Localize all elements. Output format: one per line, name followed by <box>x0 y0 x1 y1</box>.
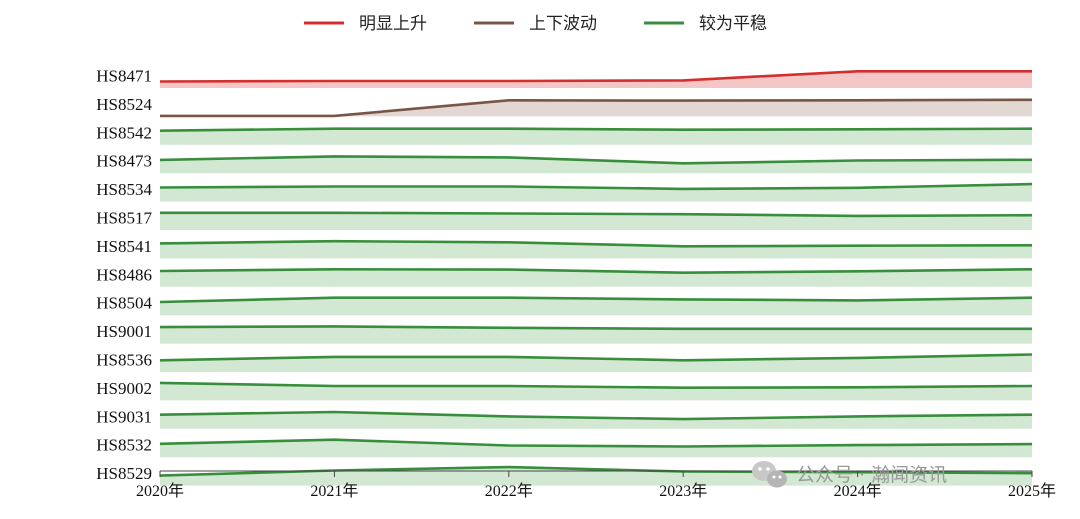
series-hs9002: HS9002 <box>96 379 1033 401</box>
area-hs9031 <box>160 412 1032 429</box>
x-tick-label-3: 2022年 <box>485 482 533 500</box>
line-hs8473 <box>159 155 1033 165</box>
watermark-text: 公众号 · 瀚闻资讯 <box>796 464 947 486</box>
row-label-hs8541: HS8541 <box>96 237 152 256</box>
series-hs8532: HS8532 <box>96 436 1033 458</box>
line-hs8541 <box>159 239 1033 248</box>
row-label-hs8504: HS8504 <box>96 294 152 313</box>
series-hs9001: HS9001 <box>96 322 1033 344</box>
line-hs8471 <box>159 70 1032 83</box>
legend-item-3: 较为平稳 <box>644 14 767 34</box>
legend-label: 上下波动 <box>529 14 597 34</box>
row-label-hs8534: HS8534 <box>96 180 152 199</box>
legend-item-2: 上下波动 <box>474 14 597 34</box>
row-label-hs9001: HS9001 <box>96 322 152 341</box>
area-hs8486 <box>160 269 1032 287</box>
area-hs8473 <box>160 156 1032 173</box>
line-hs8536 <box>159 353 1033 362</box>
row-label-hs8471: HS8471 <box>96 67 152 86</box>
line-hs8524 <box>160 98 1033 118</box>
area-hs8529 <box>160 467 1032 486</box>
series-hs9031: HS9031 <box>96 407 1033 429</box>
series-hs8471: HS8471 <box>96 67 1033 88</box>
line-hs8486 <box>159 267 1033 275</box>
row-label-hs8542: HS8542 <box>96 123 152 142</box>
row-label-hs9031: HS9031 <box>96 407 152 426</box>
x-tick-label-2: 2021年 <box>310 482 358 500</box>
series-hs8486: HS8486 <box>96 265 1033 287</box>
area-hs8532 <box>160 439 1032 457</box>
x-tick-label-5: 2024年 <box>834 482 882 500</box>
row-label-hs8517: HS8517 <box>96 209 152 228</box>
x-tick-label-4: 2023年 <box>659 482 707 500</box>
area-hs8471 <box>160 71 1032 88</box>
line-hs8517 <box>160 211 1033 218</box>
plot-area: HS8471 HS8524 HS8542 HS8473 HS8534 HS8517 HS85… <box>96 67 1033 486</box>
series-hs8536: HS8536 <box>96 351 1033 372</box>
x-tick-label-1: 2020年 <box>136 482 184 500</box>
x-axis: 2020年 2021年 2022年 2023年 2024年 2025年 <box>136 470 1056 500</box>
row-label-hs8486: HS8486 <box>96 265 152 284</box>
series-hs8534: HS8534 <box>96 180 1033 202</box>
line-hs8534 <box>159 182 1033 191</box>
series-hs8473: HS8473 <box>96 152 1033 174</box>
area-hs8541 <box>160 241 1032 258</box>
series-hs8504: HS8504 <box>96 294 1033 316</box>
area-hs8517 <box>160 212 1032 230</box>
area-hs8504 <box>160 297 1032 315</box>
series-hs8517: HS8517 <box>96 209 1033 230</box>
series-hs8542: HS8542 <box>96 123 1033 145</box>
legend: 明显上升 上下波动 较为平稳 <box>304 14 767 34</box>
watermark: 公众号 · 瀚闻资讯 <box>752 461 947 488</box>
line-hs8504 <box>159 296 1033 304</box>
legend-label: 明显上升 <box>359 14 427 34</box>
row-label-hs8536: HS8536 <box>96 351 152 370</box>
wechat-icon <box>752 461 787 488</box>
row-label-hs8532: HS8532 <box>96 436 152 455</box>
legend-item-1: 明显上升 <box>304 14 427 34</box>
area-hs8542 <box>160 128 1032 145</box>
line-hs9002 <box>159 381 1033 390</box>
row-label-hs8529: HS8529 <box>96 464 152 483</box>
row-label-hs8473: HS8473 <box>96 152 152 171</box>
x-tick-label-6: 2025年 <box>1008 482 1056 500</box>
row-label-hs8524: HS8524 <box>96 95 152 114</box>
series-hs8524: HS8524 <box>96 95 1033 118</box>
area-hs8524 <box>160 99 1032 116</box>
area-hs9001 <box>160 326 1032 344</box>
series-hs8541: HS8541 <box>96 237 1033 259</box>
line-hs8542 <box>159 127 1033 132</box>
line-hs9001 <box>159 325 1032 331</box>
row-label-hs9002: HS9002 <box>96 379 152 398</box>
line-hs8532 <box>159 438 1033 448</box>
legend-label: 较为平稳 <box>699 14 767 34</box>
line-hs9031 <box>159 410 1033 421</box>
